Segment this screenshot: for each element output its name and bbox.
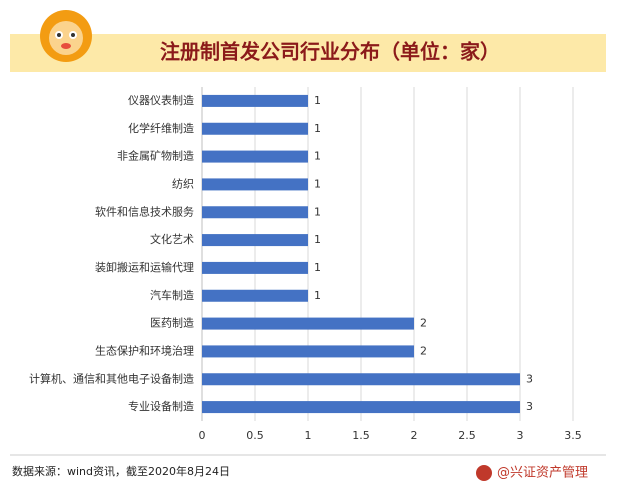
value-label: 1: [314, 122, 321, 135]
value-label: 1: [314, 289, 321, 302]
x-tick-label: 0.5: [246, 429, 264, 442]
x-tick-label: 2: [411, 429, 418, 442]
y-tick-label: 非金属矿物制造: [117, 149, 194, 163]
title-banner: [10, 34, 606, 72]
mascot: [40, 10, 92, 62]
bar: [202, 373, 520, 386]
bar: [202, 122, 308, 135]
y-tick-label: 软件和信息技术服务: [95, 204, 194, 218]
chart-title: 注册制首发公司行业分布（单位：家）: [160, 40, 500, 64]
value-label: 2: [420, 344, 427, 357]
bar: [202, 178, 308, 191]
value-label: 1: [314, 261, 321, 274]
value-label: 1: [314, 233, 321, 246]
bar: [202, 317, 414, 330]
y-tick-label: 汽车制造: [150, 288, 194, 302]
y-tick-label: 医药制造: [150, 316, 194, 330]
x-tick-label: 1.5: [352, 429, 370, 442]
y-tick-label: 化学纤维制造: [128, 121, 194, 135]
brand-name: @兴证资产管理: [497, 466, 588, 481]
y-tick-label: 专业设备制造: [128, 399, 194, 413]
bar: [202, 261, 308, 274]
value-label: 1: [314, 150, 321, 163]
bar: [202, 234, 308, 247]
x-tick-label: 3.5: [564, 429, 582, 442]
bar: [202, 345, 414, 358]
x-tick-label: 2.5: [458, 429, 476, 442]
y-tick-label: 生态保护和环境治理: [95, 343, 194, 357]
y-tick-label: 计算机、通信和其他电子设备制造: [29, 371, 194, 385]
bar: [202, 94, 308, 107]
bar: [202, 401, 520, 414]
value-label: 1: [314, 94, 321, 107]
value-label: 1: [314, 177, 321, 190]
brand-logo: [476, 465, 492, 481]
value-label: 1: [314, 205, 321, 218]
value-label: 3: [526, 372, 533, 385]
source-note: 数据来源：wind资讯，截至2020年8月24日: [12, 464, 230, 478]
bar: [202, 289, 308, 302]
x-tick-label: 1: [305, 429, 312, 442]
y-tick-label: 仪器仪表制造: [128, 93, 194, 107]
y-tick-label: 装卸搬运和运输代理: [95, 260, 194, 274]
x-tick-label: 3: [517, 429, 524, 442]
y-tick-label: 文化艺术: [150, 232, 194, 246]
value-label: 3: [526, 400, 533, 413]
bar: [202, 206, 308, 219]
y-tick-label: 纺织: [172, 176, 194, 190]
bar: [202, 150, 308, 163]
value-label: 2: [420, 317, 427, 330]
x-tick-label: 0: [199, 429, 206, 442]
